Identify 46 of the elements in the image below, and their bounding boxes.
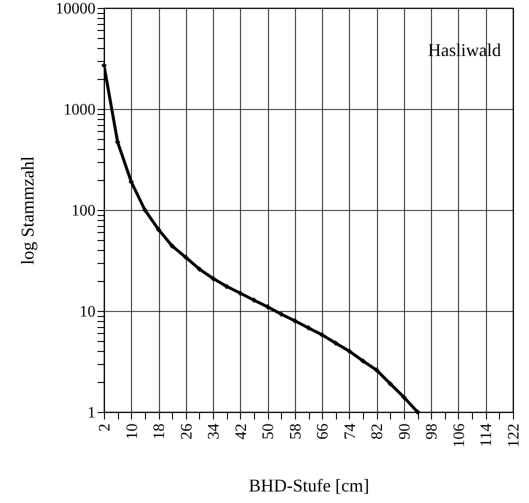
x-tick-label: 74: [342, 424, 359, 440]
point: [238, 290, 244, 296]
y-tick-label: 10000: [56, 0, 96, 18]
x-tick-label: 82: [369, 424, 386, 440]
point: [401, 394, 407, 400]
x-tick-label: 66: [314, 424, 332, 440]
y-tick-label: 1: [88, 404, 96, 422]
x-tick-label: 26: [178, 424, 196, 440]
point: [414, 409, 420, 415]
x-axis-title: BHD-Stufe [cm]: [248, 476, 370, 496]
point: [306, 325, 312, 331]
y-tick-label: 100: [72, 202, 96, 220]
point: [142, 207, 148, 213]
point: [210, 276, 216, 282]
x-tick-label: 90: [396, 424, 414, 440]
x-tick-label: 34: [206, 424, 223, 440]
point: [101, 62, 107, 68]
x-tick-label: 2: [96, 424, 114, 432]
point: [224, 284, 230, 290]
x-tick-label: 18: [151, 424, 168, 440]
x-tick-label: 122: [506, 424, 522, 448]
x-tick-label: 10: [124, 424, 141, 440]
y-tick-label: 1000: [64, 102, 96, 118]
point: [346, 348, 352, 354]
point: [333, 340, 339, 346]
y-axis-title: log Stammzahl: [18, 156, 38, 265]
point: [388, 381, 394, 387]
y-tick-label: 10: [80, 304, 96, 320]
point: [374, 367, 380, 373]
point: [278, 311, 284, 317]
point: [319, 332, 325, 338]
point: [264, 304, 270, 310]
point: [196, 266, 202, 272]
x-tick-label: 58: [287, 424, 304, 440]
point: [292, 318, 298, 324]
x-tick-label: 42: [232, 424, 250, 440]
point: [128, 179, 134, 185]
point: [251, 297, 257, 303]
point: [169, 243, 175, 249]
point: [183, 254, 189, 260]
x-tick-label: 50: [260, 424, 278, 440]
point: [360, 358, 366, 364]
point: [156, 226, 162, 232]
x-tick-label: 98: [424, 424, 441, 440]
x-tick-label: 106: [450, 424, 468, 448]
x-tick-label: 114: [478, 424, 496, 447]
